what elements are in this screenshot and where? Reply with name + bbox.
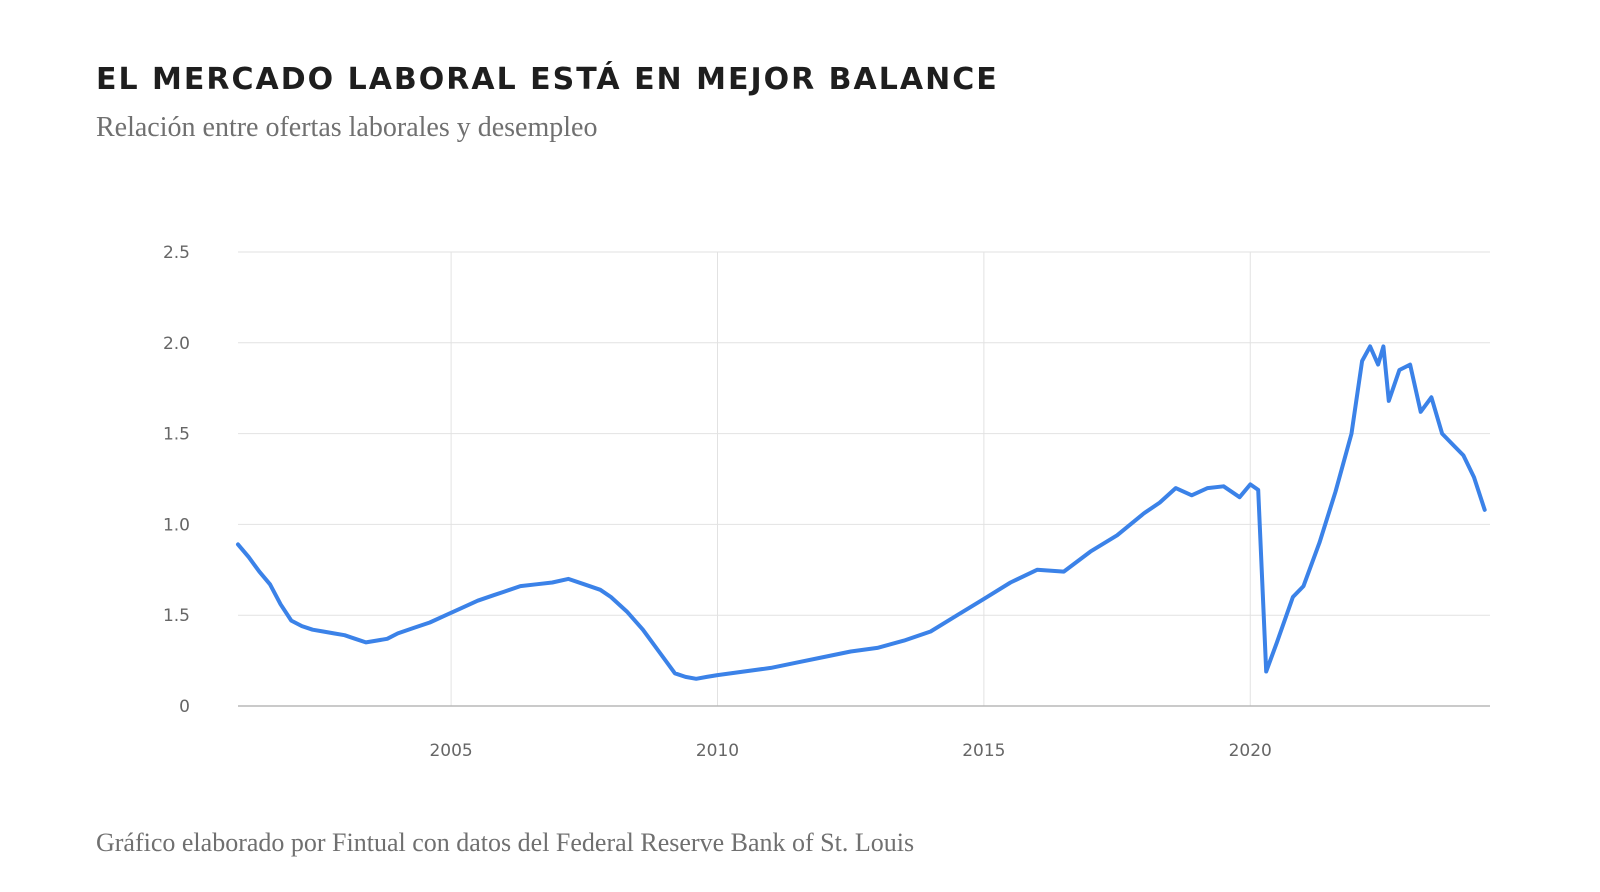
- y-tick-label: 1.5: [163, 606, 190, 626]
- y-tick-label: 2.0: [163, 334, 190, 354]
- x-tick-label: 2005: [429, 741, 472, 761]
- chart-source: Gráfico elaborado por Fintual con datos …: [96, 828, 915, 857]
- series-layer: [236, 344, 1487, 681]
- series-line: [236, 344, 1487, 681]
- x-tick-label: 2015: [962, 741, 1005, 761]
- grid-layer: [238, 251, 1490, 706]
- y-tick-label: 1.0: [163, 515, 190, 535]
- tick-labels: 0 1.5 1.0 1.5 2.0 2.5 2005 2010 2015 2020: [163, 243, 1272, 761]
- y-tick-label: 1.5: [163, 425, 190, 445]
- y-tick-label: 0: [179, 697, 190, 717]
- y-tick-label: 2.5: [163, 243, 190, 263]
- chart-subtitle: Relación entre ofertas laborales y desem…: [96, 112, 598, 143]
- x-tick-label: 2020: [1229, 741, 1272, 761]
- x-tick-label: 2010: [696, 741, 739, 761]
- chart-title: EL MERCADO LABORAL ESTÁ EN MEJOR BALANCE: [96, 62, 999, 97]
